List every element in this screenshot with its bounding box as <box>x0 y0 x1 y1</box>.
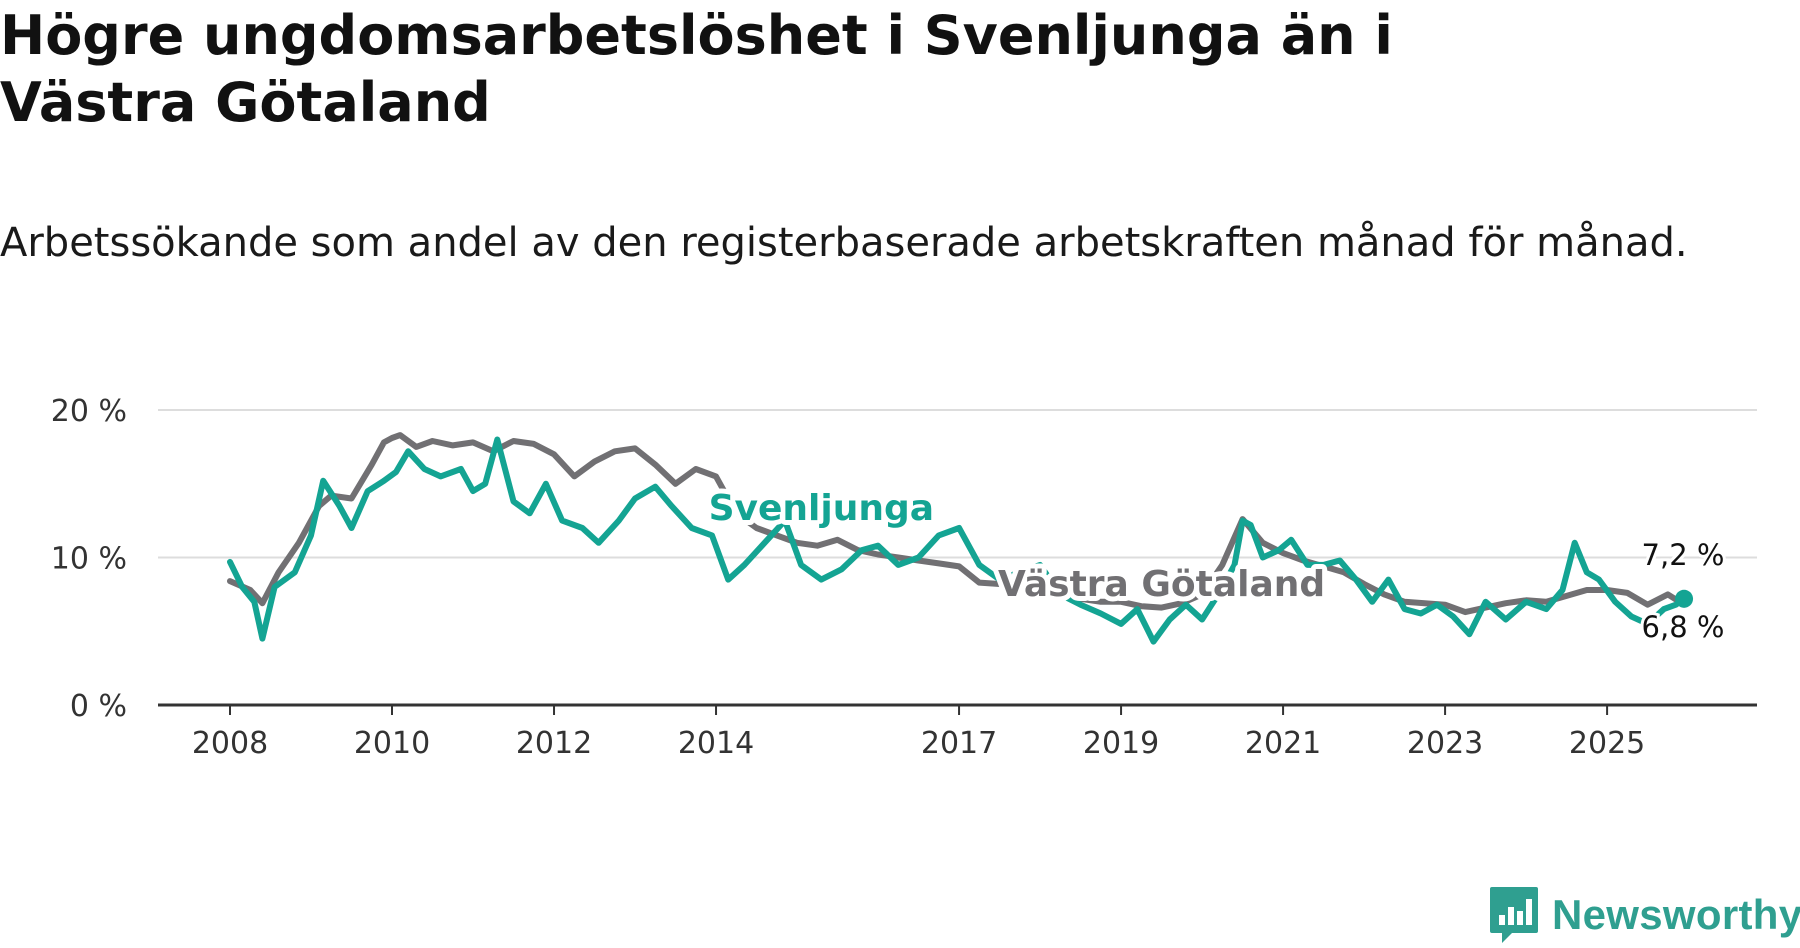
chart-title: Högre ungdomsarbetslöshet i Svenljunga ä… <box>0 4 1393 134</box>
y-tick-label: 0 % <box>70 689 127 724</box>
x-tick-label: 2019 <box>1083 726 1159 761</box>
y-axis-tick-labels: 0 % 10 % 20 % <box>51 394 127 724</box>
x-tick-label: 2021 <box>1245 726 1321 761</box>
y-tick-label: 20 % <box>51 394 127 429</box>
x-tick-label: 2023 <box>1407 726 1483 761</box>
x-axis-ticks: 2008 2010 2012 2014 2017 2019 2021 2023 2025 <box>192 705 1645 761</box>
line-svenljunga <box>227 436 1688 645</box>
x-tick-label: 2014 <box>678 726 754 761</box>
chart-subtitle: Arbetssökande som andel av den registerb… <box>0 220 1688 266</box>
brand-name: Newsworthy <box>1552 891 1800 938</box>
series-lines <box>227 432 1688 645</box>
series-labels: Svenljunga Västra Götaland 7,2 % 6,8 % <box>704 483 1728 647</box>
end-label-vastra-gotaland: 6,8 % <box>1642 610 1725 644</box>
line-chart: 0 % 10 % 20 % 2008 2010 2012 2014 2017 2019 2021… <box>51 394 1757 761</box>
y-tick-label: 10 % <box>51 542 127 577</box>
grid-lines <box>158 409 1757 559</box>
series-label-vastra-gotaland: Västra Götaland <box>998 564 1325 605</box>
newsworthy-logo: Newsworthy <box>1488 885 1800 945</box>
x-tick-label: 2017 <box>921 726 997 761</box>
newsworthy-chart-icon <box>1490 887 1538 943</box>
series-label-svenljunga: Svenljunga <box>709 488 934 529</box>
line-vastra-gotaland <box>227 432 1688 616</box>
end-point-svenljunga <box>1675 589 1694 608</box>
x-tick-label: 2010 <box>354 726 430 761</box>
x-tick-label: 2008 <box>192 726 268 761</box>
end-label-svenljunga: 7,2 % <box>1642 538 1725 572</box>
x-tick-label: 2012 <box>516 726 592 761</box>
x-tick-label: 2025 <box>1569 726 1645 761</box>
